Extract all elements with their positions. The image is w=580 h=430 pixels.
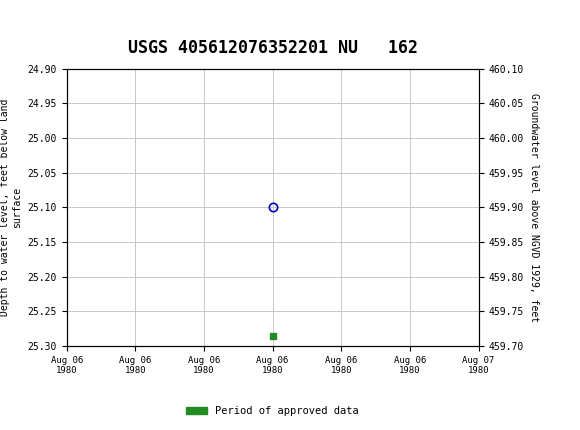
Y-axis label: Depth to water level, feet below land
surface: Depth to water level, feet below land su… — [1, 99, 22, 316]
Text: USGS: USGS — [38, 13, 97, 32]
Text: USGS 405612076352201 NU   162: USGS 405612076352201 NU 162 — [128, 39, 418, 57]
Y-axis label: Groundwater level above NGVD 1929, feet: Groundwater level above NGVD 1929, feet — [529, 93, 539, 322]
Legend: Period of approved data: Period of approved data — [182, 402, 363, 421]
Text: ≡: ≡ — [6, 11, 21, 34]
